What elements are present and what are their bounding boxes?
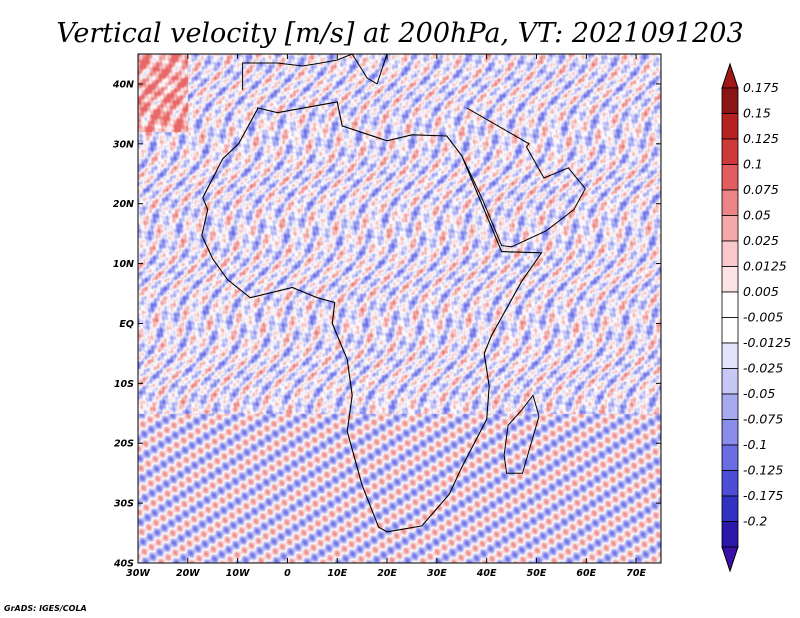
x-tick-label: 40E <box>476 568 497 579</box>
madagascar-coastline <box>503 394 540 474</box>
arabia-coastline <box>461 107 586 248</box>
colorbar-segment <box>721 444 739 471</box>
colorbar-label: 0.0125 <box>743 259 787 274</box>
colorbar-label: -0.025 <box>743 361 783 376</box>
colorbar-label: 0.025 <box>743 233 779 248</box>
colorbar-label: -0.075 <box>743 412 783 427</box>
y-tick-label: 40N <box>112 79 134 90</box>
x-tick-label: 70E <box>626 568 646 579</box>
y-axis: 40N 30N 20N 10N EQ 10S 20S 30S 40S <box>112 79 661 570</box>
colorbar-label: 0.15 <box>743 106 771 121</box>
colorbar-segment <box>721 266 739 293</box>
colorbar-segment <box>721 393 739 420</box>
x-tick-label: 30W <box>126 568 150 579</box>
colorbar-segment <box>721 240 739 267</box>
colorbar-label: -0.05 <box>743 386 775 401</box>
colorbar-label: 0.075 <box>743 182 779 197</box>
colorbar-segment <box>721 215 739 242</box>
colorbar-arrow-bottom <box>721 546 739 573</box>
colorbar-label: -0.0125 <box>743 335 791 350</box>
africa-coastline <box>201 101 543 533</box>
y-tick-label: 20S <box>114 439 134 450</box>
colorbar-label: 0.05 <box>743 208 771 223</box>
plot-frame <box>137 53 662 564</box>
y-tick-label: 10N <box>113 259 134 270</box>
colorbar-label: -0.1 <box>743 437 767 452</box>
x-tick-label: 20E <box>377 568 397 579</box>
y-tick-label: EQ <box>119 319 134 330</box>
colorbar-segment <box>721 138 739 165</box>
colorbar-segment <box>721 113 739 140</box>
colorbar-segment <box>721 495 739 522</box>
colorbar-label: 0.1 <box>743 157 763 172</box>
colorbar-label: -0.005 <box>743 310 783 325</box>
x-tick-label: 30E <box>427 568 447 579</box>
y-tick-label: 20N <box>113 199 134 210</box>
x-axis: 30W 20W 10W 0 10E 20E 30E 40E 50E 60E 70E <box>126 54 646 579</box>
y-tick-label: 30N <box>113 139 134 150</box>
y-tick-label: 30S <box>114 499 134 510</box>
y-tick-label: 10S <box>114 379 134 390</box>
x-tick-label: 0 <box>284 568 291 579</box>
field-raster <box>138 54 661 563</box>
colorbar-label: 0.175 <box>743 80 779 95</box>
colorbar-segment <box>721 419 739 446</box>
colorbar-label: -0.175 <box>743 488 783 503</box>
colorbar-segment <box>721 342 739 369</box>
colorbar-segment <box>721 87 739 114</box>
x-tick-label: 50E <box>527 568 547 579</box>
europe-coastline <box>242 53 388 90</box>
x-tick-label: 10E <box>327 568 347 579</box>
colorbar-segment <box>721 521 739 548</box>
colorbar-label: -0.125 <box>743 463 783 478</box>
colorbar-segment <box>721 189 739 216</box>
colorbar-segment <box>721 470 739 497</box>
x-tick-label: 20W <box>176 568 200 579</box>
colorbar-arrow-top <box>721 62 739 89</box>
credit-label: GrADS: IGES/COLA <box>4 604 87 613</box>
colorbar-label: 0.005 <box>743 284 779 299</box>
x-tick-label: 10W <box>226 568 250 579</box>
colorbar-segment <box>721 164 739 191</box>
y-tick-label: 40S <box>113 559 134 570</box>
colorbar-label: -0.2 <box>743 514 767 529</box>
chart-title: Vertical velocity [m/s] at 200hPa, VT: 2… <box>56 18 743 49</box>
colorbar-segment <box>721 368 739 395</box>
plot-area <box>137 53 662 564</box>
colorbar: 0.175 0.15 0.125 0.1 0.075 0.05 0.025 0.0125 0.0… <box>721 62 791 573</box>
colorbar-segment <box>721 291 739 318</box>
x-tick-label: 60E <box>576 568 596 579</box>
colorbar-segment <box>721 317 739 344</box>
colorbar-label: 0.125 <box>743 131 779 146</box>
